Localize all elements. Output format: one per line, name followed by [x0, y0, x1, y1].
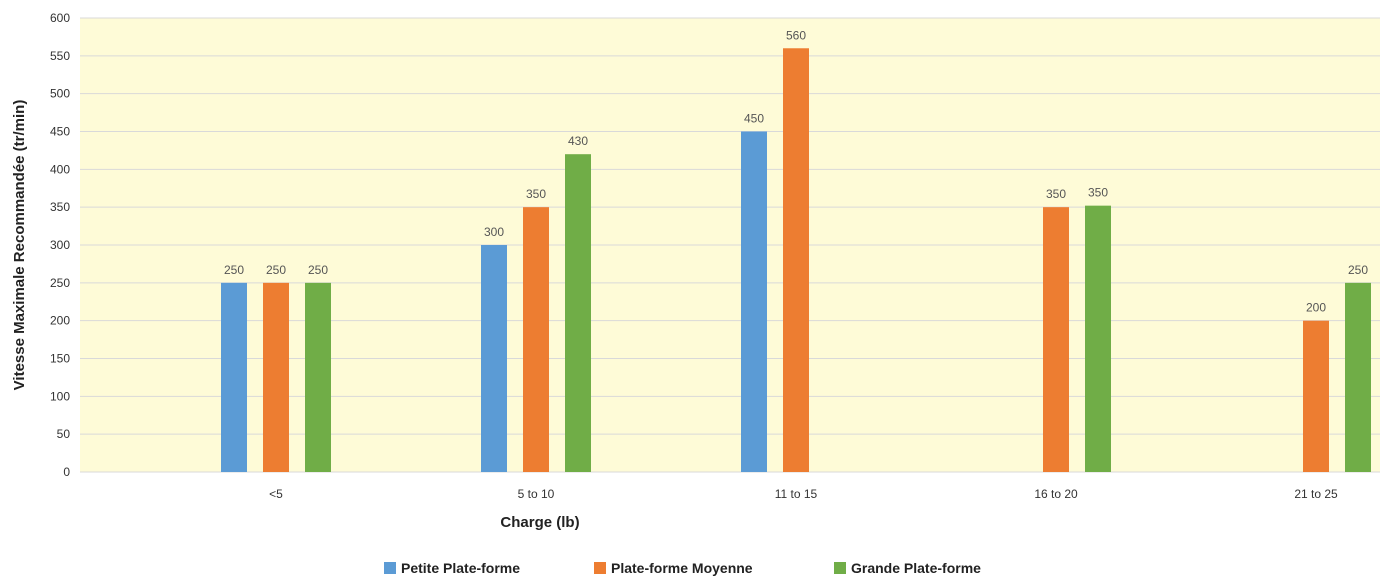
y-tick-label: 400 — [50, 162, 70, 176]
x-tick-label: 21 to 25 — [1294, 487, 1338, 501]
gridlines — [80, 17, 1380, 473]
data-label: 350 — [1088, 186, 1108, 200]
y-tick-label: 600 — [50, 11, 70, 25]
y-axis-title: Vitesse Maximale Recommandée (tr/min) — [11, 100, 28, 391]
x-tick-label: <5 — [269, 487, 283, 501]
bar — [481, 245, 507, 472]
y-tick-label: 100 — [50, 389, 70, 403]
legend-label: Petite Plate-forme — [401, 560, 520, 576]
y-axis-ticks: 0 50 100 150 200 250 300 350 400 450 500 550 600 — [50, 11, 70, 479]
x-axis-ticks: <5 5 to 10 11 to 15 16 to 20 21 to 25 — [269, 487, 1338, 501]
data-label: 350 — [526, 187, 546, 201]
legend-label: Plate-forme Moyenne — [611, 560, 753, 576]
x-tick-label: 11 to 15 — [775, 487, 818, 501]
y-tick-label: 350 — [50, 200, 70, 214]
data-label: 250 — [224, 263, 244, 277]
legend-swatch — [594, 562, 606, 574]
bar — [1345, 282, 1371, 472]
legend-swatch — [834, 562, 846, 574]
bar — [783, 48, 809, 473]
y-tick-label: 0 — [63, 465, 70, 479]
data-label: 250 — [1348, 263, 1368, 277]
data-label: 430 — [568, 134, 588, 148]
x-tick-label: 5 to 10 — [518, 487, 555, 501]
y-tick-label: 500 — [50, 87, 70, 101]
bars — [221, 48, 1371, 473]
data-labels: 250 250 250 300 350 430 450 560 350 350 200 250 — [224, 28, 1368, 314]
x-tick-label: 16 to 20 — [1034, 487, 1078, 501]
data-label: 250 — [266, 263, 286, 277]
legend-label: Grande Plate-forme — [851, 560, 981, 576]
bar — [221, 282, 247, 472]
data-label: 250 — [308, 263, 328, 277]
y-tick-label: 50 — [57, 427, 71, 441]
bar — [565, 154, 591, 472]
data-label: 200 — [1306, 301, 1326, 315]
bar — [305, 282, 331, 472]
bar — [1303, 320, 1329, 472]
y-tick-label: 300 — [50, 238, 70, 252]
y-tick-label: 250 — [50, 276, 70, 290]
x-axis-title: Charge (lb) — [500, 514, 579, 531]
data-label: 300 — [484, 225, 504, 239]
y-tick-label: 200 — [50, 314, 70, 328]
bar — [1043, 207, 1069, 472]
y-tick-label: 450 — [50, 125, 70, 139]
bar — [263, 282, 289, 472]
legend-swatch — [384, 562, 396, 574]
y-tick-label: 150 — [50, 352, 70, 366]
data-label: 560 — [786, 28, 806, 42]
data-label: 450 — [744, 112, 764, 126]
bar — [1085, 205, 1111, 473]
bar — [523, 207, 549, 472]
bar — [741, 131, 767, 472]
y-tick-label: 550 — [50, 49, 70, 63]
legend: Petite Plate-forme Plate-forme Moyenne Gra… — [384, 560, 981, 576]
data-label: 350 — [1046, 187, 1066, 201]
